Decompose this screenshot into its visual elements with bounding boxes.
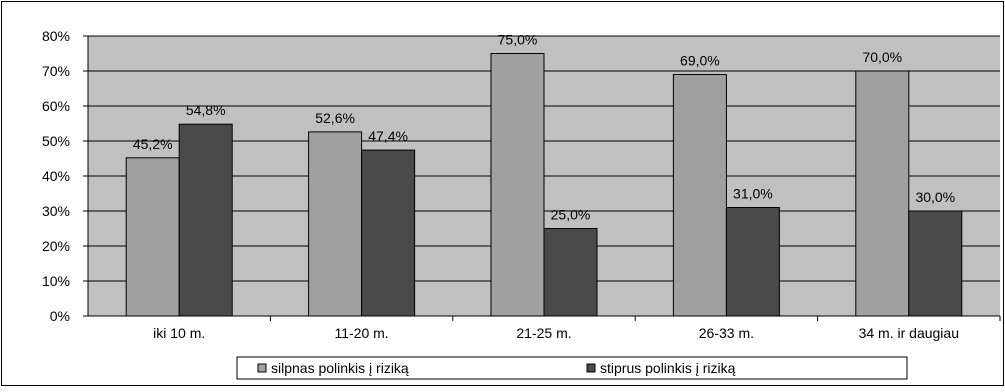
legend-swatch xyxy=(586,363,596,373)
x-tick-label: iki 10 m. xyxy=(153,325,205,341)
x-tick-label: 34 m. ir daugiau xyxy=(859,325,959,341)
bar-silpnas xyxy=(308,131,363,317)
y-tick-label: 80% xyxy=(42,28,70,44)
bar-silpnas xyxy=(672,74,727,317)
data-label: 30,0% xyxy=(915,189,955,205)
data-label: 31,0% xyxy=(733,186,773,202)
y-tick-label: 10% xyxy=(42,273,70,289)
data-label: 70,0% xyxy=(862,49,902,65)
bar-stiprus xyxy=(178,123,233,317)
data-label: 47,4% xyxy=(368,128,408,144)
data-label: 69,0% xyxy=(680,53,720,69)
data-label: 25,0% xyxy=(551,207,591,223)
y-tick-label: 30% xyxy=(42,203,70,219)
data-label: 75,0% xyxy=(498,32,538,48)
legend xyxy=(236,356,908,380)
bar-silpnas xyxy=(855,70,910,317)
bar-silpnas xyxy=(490,53,545,317)
bar-stiprus xyxy=(908,210,963,317)
data-label: 54,8% xyxy=(186,102,226,118)
x-tick-label: 11-20 m. xyxy=(334,325,388,341)
y-tick-label: 60% xyxy=(42,98,70,114)
y-tick-label: 40% xyxy=(42,168,70,184)
bar-stiprus xyxy=(361,149,416,317)
x-tick-label: 26-33 m. xyxy=(699,325,754,341)
legend-swatch xyxy=(257,363,267,373)
bar-silpnas xyxy=(125,157,180,317)
y-tick-label: 0% xyxy=(50,308,70,324)
bar-stiprus xyxy=(725,207,780,317)
data-label: 52,6% xyxy=(315,110,355,126)
bar-stiprus xyxy=(543,228,598,317)
y-tick-label: 70% xyxy=(42,63,70,79)
data-label: 45,2% xyxy=(133,136,173,152)
legend-label: stiprus polinkis į riziką xyxy=(600,360,736,376)
legend-label: silpnas polinkis į riziką xyxy=(271,360,409,376)
x-tick-label: 21-25 m. xyxy=(516,325,571,341)
y-tick-label: 20% xyxy=(42,238,70,254)
y-tick-label: 50% xyxy=(42,133,70,149)
